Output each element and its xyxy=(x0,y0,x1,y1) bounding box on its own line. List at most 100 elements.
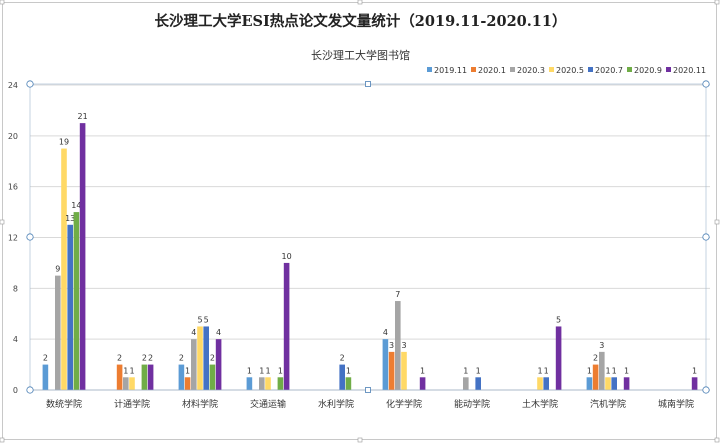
resize-handle xyxy=(702,386,710,394)
bar xyxy=(382,339,389,390)
data-label: 2 xyxy=(43,354,48,363)
bar xyxy=(691,377,698,390)
bar xyxy=(388,351,395,390)
category-label: 水利学院 xyxy=(318,398,354,410)
bar xyxy=(73,212,80,390)
category-label: 土木学院 xyxy=(522,398,558,410)
data-label: 1 xyxy=(537,366,542,375)
data-label: 5 xyxy=(204,315,209,324)
bar xyxy=(116,364,123,390)
data-label: 3 xyxy=(599,341,604,350)
bar xyxy=(42,364,49,390)
bar xyxy=(259,377,265,390)
data-label: 1 xyxy=(265,366,270,375)
resize-handle xyxy=(702,233,710,241)
bar xyxy=(123,377,129,390)
bar xyxy=(475,377,481,390)
frame-handle xyxy=(0,437,5,443)
chart-subtitle: 长沙理工大学图书馆 xyxy=(311,49,410,62)
data-label: 4 xyxy=(216,328,221,337)
legend-swatch xyxy=(627,67,632,72)
y-tick-label: 16 xyxy=(8,183,18,192)
resize-handle xyxy=(26,80,34,88)
resize-handle xyxy=(365,387,371,393)
data-label: 1 xyxy=(346,366,351,375)
frame-handle xyxy=(714,0,720,5)
data-label: 19 xyxy=(59,138,69,147)
bar xyxy=(203,326,209,390)
category-label: 数统学院 xyxy=(46,398,82,410)
y-tick-label: 0 xyxy=(13,386,18,395)
frame-handle xyxy=(714,437,720,443)
bar xyxy=(543,377,549,390)
data-label: 1 xyxy=(247,366,252,375)
data-label: 1 xyxy=(605,366,610,375)
data-label: 2 xyxy=(340,354,345,363)
data-label: 5 xyxy=(197,315,202,324)
bar xyxy=(209,364,216,390)
data-label: 2 xyxy=(210,354,215,363)
data-label: 5 xyxy=(556,315,561,324)
bar xyxy=(537,377,543,390)
data-label: 1 xyxy=(185,366,190,375)
data-label: 7 xyxy=(395,290,400,299)
data-label: 1 xyxy=(612,366,617,375)
data-label: 2 xyxy=(179,354,184,363)
y-tick-label: 8 xyxy=(13,284,18,293)
data-label: 4 xyxy=(191,328,196,337)
category-label: 交通运输 xyxy=(250,398,286,410)
bar xyxy=(178,364,185,390)
legend-label: 2020.9 xyxy=(634,66,662,75)
bar xyxy=(419,377,426,390)
frame-handle xyxy=(714,219,720,225)
data-label: 21 xyxy=(78,112,88,121)
legend-label: 2020.7 xyxy=(595,66,623,75)
category-label: 化学学院 xyxy=(386,398,422,410)
y-tick-label: 4 xyxy=(13,335,18,344)
bar xyxy=(67,224,73,390)
bar xyxy=(463,377,469,390)
data-label: 14 xyxy=(71,201,81,210)
data-label: 1 xyxy=(587,366,592,375)
frame-handle xyxy=(0,219,5,225)
frame-handle xyxy=(357,0,363,5)
resize-handle xyxy=(365,81,371,87)
legend-swatch xyxy=(549,67,554,72)
bar xyxy=(197,326,203,390)
frame-handle xyxy=(0,0,5,5)
legend-swatch xyxy=(510,67,515,72)
data-label: 10 xyxy=(282,252,292,261)
y-tick-label: 12 xyxy=(8,234,18,243)
bar xyxy=(339,364,345,390)
bar xyxy=(129,377,135,390)
data-label: 2 xyxy=(117,354,122,363)
data-label: 1 xyxy=(463,366,468,375)
resize-handle xyxy=(702,80,710,88)
data-label: 1 xyxy=(544,366,549,375)
bar xyxy=(141,364,148,390)
legend-swatch xyxy=(471,67,476,72)
data-label: 1 xyxy=(278,366,283,375)
legend-label: 2020.3 xyxy=(517,66,545,75)
data-label: 1 xyxy=(476,366,481,375)
bar xyxy=(401,351,407,390)
data-label: 1 xyxy=(129,366,134,375)
bar xyxy=(277,377,284,390)
bar xyxy=(55,275,61,390)
bar xyxy=(623,377,630,390)
category-label: 材料学院 xyxy=(182,398,218,410)
bar xyxy=(265,377,271,390)
bar xyxy=(283,262,290,390)
bar xyxy=(215,339,222,390)
bar xyxy=(599,351,605,390)
data-label: 1 xyxy=(420,366,425,375)
legend-swatch xyxy=(666,67,671,72)
data-label: 4 xyxy=(383,328,388,337)
category-label: 汽机学院 xyxy=(590,398,626,410)
data-label: 13 xyxy=(65,214,75,223)
data-label: 3 xyxy=(389,341,394,350)
legend-label: 2019.11 xyxy=(434,66,467,75)
bar xyxy=(395,301,401,390)
y-tick-label: 24 xyxy=(8,81,18,90)
